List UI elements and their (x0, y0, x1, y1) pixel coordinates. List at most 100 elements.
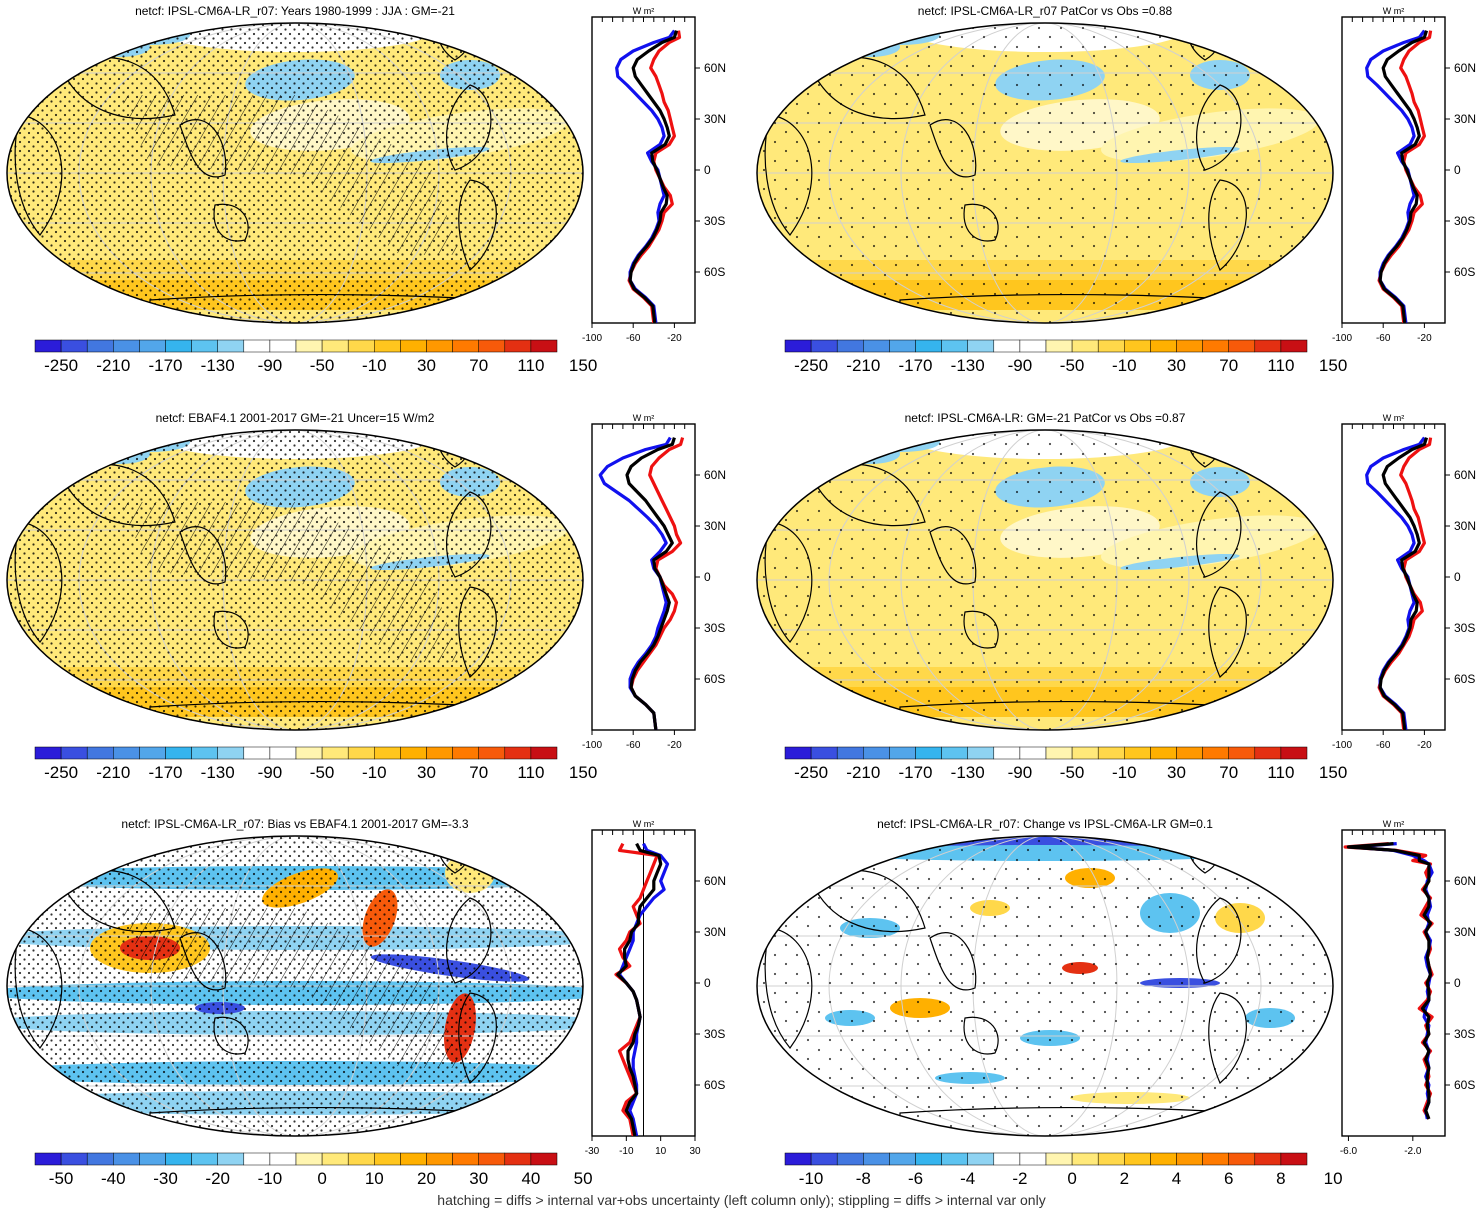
profile-panel: W m² -100 -60 -20 60N 30N 0 30S 60S (1332, 413, 1476, 751)
colorbar-swatch (810, 1152, 838, 1166)
colorbar-swatch (784, 339, 812, 353)
colorbar-tick-label: -210 (846, 356, 880, 375)
profile-xtick-label: -30 (585, 1146, 600, 1157)
colorbar-swatch (400, 1152, 427, 1166)
profile-unit: W m² (633, 819, 655, 829)
profile-xtick-label: -10 (619, 1146, 634, 1157)
colorbar-tick-label: 110 (1267, 356, 1294, 375)
colorbar-swatch (191, 746, 218, 760)
colorbar-swatch (478, 339, 506, 353)
colorbar-swatch (34, 746, 62, 760)
colorbar-swatch (1176, 1152, 1203, 1166)
profile-xtick-label: -60 (1376, 740, 1391, 751)
colorbar-swatch (1124, 1152, 1151, 1166)
colorbar-tick-label: -210 (96, 356, 130, 375)
colorbar-tick-label: 110 (517, 763, 544, 782)
profile-ytick-label: 60N (1454, 468, 1476, 482)
profile-ytick-label: 0 (704, 976, 711, 990)
colorbar-swatch (295, 1152, 323, 1166)
map-panel: netcf: IPSL-CM6A-LR_r07: Bias vs EBAF4.1… (6, 817, 593, 1188)
colorbar-swatch (1202, 746, 1229, 760)
colorbar-tick-label: 40 (521, 1169, 540, 1188)
colorbar-swatch (165, 1152, 192, 1166)
profile-ytick-label: 30S (1454, 1027, 1475, 1041)
colorbar-swatch (113, 746, 140, 760)
colorbar-tick-label: 30 (469, 1169, 488, 1188)
colorbar-swatch (374, 1152, 401, 1166)
colorbar-swatch (400, 339, 427, 353)
colorbar-swatch (295, 339, 323, 353)
profile-ytick-label: 60S (704, 265, 725, 279)
colorbar-tick-label: 30 (1167, 763, 1186, 782)
profile-unit: W m² (1383, 819, 1405, 829)
colorbar-swatch (1124, 339, 1151, 353)
colorbar-swatch (295, 746, 323, 760)
colorbar-swatch (426, 339, 453, 353)
colorbar-swatch (941, 746, 968, 760)
colorbar-tick-label: 20 (417, 1169, 436, 1188)
colorbar-swatch (165, 339, 192, 353)
profile-ytick-label: 0 (704, 163, 711, 177)
colorbar-swatch (530, 1152, 558, 1166)
profile-line (625, 437, 676, 730)
profile-ytick-label: 60S (1454, 265, 1475, 279)
colorbar-tick-label: 150 (1319, 763, 1347, 782)
colorbar-swatch (1019, 1152, 1047, 1166)
colorbar-swatch (139, 339, 166, 353)
colorbar-tick-label: -210 (846, 763, 880, 782)
map-border (756, 835, 1334, 1137)
colorbar-swatch (478, 746, 506, 760)
colorbar-swatch (1176, 746, 1203, 760)
colorbar-swatch (863, 1152, 890, 1166)
colorbar-swatch (1019, 339, 1047, 353)
colorbar-swatch (915, 746, 942, 760)
colorbar-tick-label: -10 (362, 356, 387, 375)
colorbar-swatch (530, 746, 558, 760)
colorbar-swatch (1202, 339, 1229, 353)
profile-unit: W m² (1383, 6, 1405, 16)
colorbar-swatch (889, 1152, 916, 1166)
colorbar-swatch (60, 746, 88, 760)
profile-xtick-label: -20 (1417, 740, 1432, 751)
map-panel: netcf: IPSL-CM6A-LR_r07: Change vs IPSL-… (756, 817, 1343, 1188)
colorbar-swatch (967, 746, 995, 760)
colorbar-swatch (1097, 746, 1125, 760)
profile-line (629, 437, 685, 730)
colorbar-tick-label: -50 (1060, 763, 1085, 782)
colorbar-swatch (784, 1152, 812, 1166)
colorbar-swatch (530, 339, 558, 353)
colorbar-tick-label: -90 (258, 763, 283, 782)
colorbar-swatch (478, 1152, 506, 1166)
colorbar-tick-label: -50 (1060, 356, 1085, 375)
map-panel: netcf: EBAF4.1 2001-2017 GM=-21 Uncer=15… (6, 411, 597, 782)
stippling (757, 430, 1333, 730)
colorbar-swatch (34, 1152, 62, 1166)
profile-line (1365, 29, 1426, 323)
map-field (757, 430, 1333, 730)
colorbar: -50 -40 -30 -20 -10 0 10 20 30 40 50 (34, 1152, 593, 1188)
colorbar-tick-label: -170 (898, 763, 932, 782)
colorbar-tick-label: -250 (794, 763, 828, 782)
colorbar-swatch (993, 339, 1021, 353)
colorbar-swatch (269, 746, 297, 760)
profile-xtick-label: -100 (1332, 333, 1352, 344)
footnote: hatching = diffs > internal var+obs unce… (437, 1192, 1046, 1208)
colorbar-tick-label: -90 (1008, 356, 1033, 375)
colorbar-swatch (967, 339, 995, 353)
colorbar-swatch (1228, 1152, 1256, 1166)
profile-series (1365, 436, 1433, 730)
colorbar: -250 -210 -170 -130 -90 -50 -10 30 70 110 150 (34, 746, 597, 782)
colorbar-swatch (915, 1152, 942, 1166)
colorbar-tick-label: -10 (1112, 356, 1137, 375)
profile-series (614, 842, 670, 1136)
colorbar-swatch (374, 339, 401, 353)
colorbar: -250 -210 -170 -130 -90 -50 -10 30 70 110 150 (784, 746, 1347, 782)
colorbar-swatch (452, 339, 479, 353)
colorbar-swatch (993, 746, 1021, 760)
colorbar-tick-label: 30 (1167, 356, 1186, 375)
colorbar-swatch (1150, 746, 1177, 760)
colorbar-swatch (504, 1152, 532, 1166)
profile-ytick-label: 0 (704, 570, 711, 584)
profile-panel: W m² -30 -10 10 30 60N 30N 0 30S 60S (585, 819, 726, 1157)
